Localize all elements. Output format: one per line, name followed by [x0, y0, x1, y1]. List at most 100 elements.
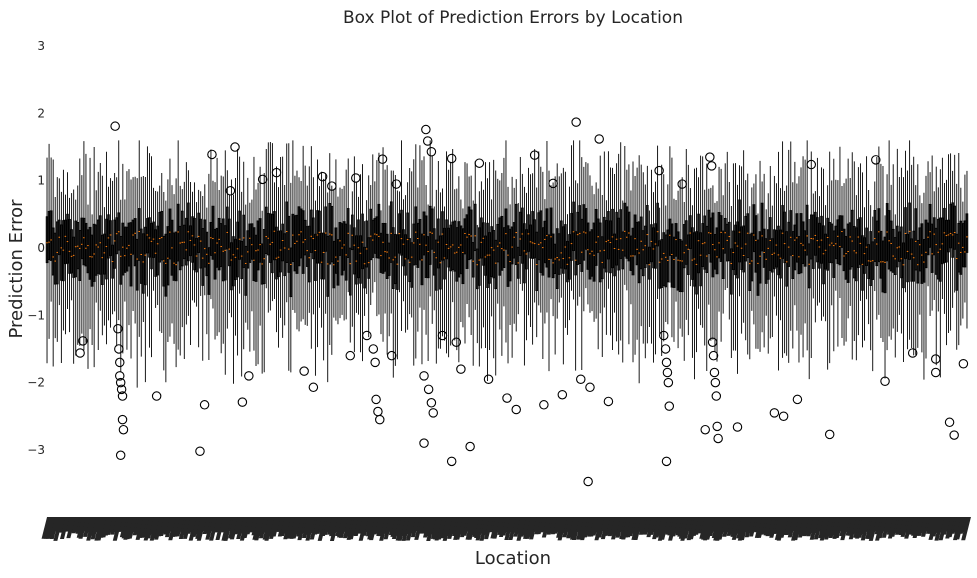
box: [672, 236, 676, 288]
outlier-point: [386, 350, 397, 361]
box: [361, 213, 364, 270]
y-tick-label: 2: [37, 106, 45, 120]
outlier-point: [661, 357, 672, 368]
box: [805, 204, 809, 256]
outlier-point: [529, 150, 540, 160]
outlier-point: [474, 158, 485, 168]
outlier-point: [949, 430, 959, 440]
outlier-point: [708, 350, 719, 361]
outlier-point: [117, 414, 128, 425]
outlier-point: [880, 376, 890, 387]
box: [224, 225, 227, 281]
box: [758, 231, 762, 284]
outlier-point: [465, 441, 475, 452]
outlier-point: [707, 337, 718, 347]
outlier-point: [502, 393, 512, 403]
outlier-point: [230, 142, 240, 152]
y-tick-label: 1: [37, 174, 45, 188]
outlier-point: [118, 424, 129, 435]
outlier-point: [151, 391, 162, 401]
outlier-point: [375, 414, 385, 425]
outlier-point: [78, 336, 88, 346]
box: [750, 232, 754, 282]
box: [109, 220, 112, 257]
outlier-point: [661, 456, 672, 467]
outlier-group: [75, 117, 969, 487]
outlier-point: [446, 153, 457, 164]
outlier-point: [712, 421, 722, 432]
outlier-point: [419, 438, 429, 448]
outlier-point: [308, 382, 319, 393]
box: [406, 212, 409, 260]
box: [535, 231, 538, 292]
outlier-point: [930, 367, 941, 378]
outlier-point: [660, 344, 671, 354]
box: [461, 228, 465, 285]
outlier-point: [368, 344, 379, 354]
box: [687, 234, 690, 275]
outlier-point: [116, 384, 127, 395]
outlier-point: [603, 396, 614, 407]
outlier-point: [713, 433, 723, 444]
y-axis-ticks: 3 2 1 0 −1 −2 −3: [27, 39, 45, 457]
outlier-point: [583, 476, 593, 487]
outlier-point: [700, 424, 710, 435]
outlier-point: [658, 330, 669, 341]
outlier-point: [271, 167, 282, 178]
chart-title: Box Plot of Prediction Errors by Locatio…: [343, 8, 683, 28]
box: [549, 207, 553, 259]
y-tick-label: 0: [37, 241, 45, 255]
box: [324, 206, 327, 252]
box: [262, 229, 266, 284]
box: [953, 205, 956, 250]
outlier-point: [75, 348, 85, 358]
outlier-point: [677, 179, 687, 189]
box: [572, 201, 575, 252]
box: [471, 242, 475, 278]
outlier-point: [362, 330, 372, 341]
outlier-point: [371, 394, 381, 405]
outlier-point: [664, 401, 675, 411]
y-tick-label: −3: [27, 443, 45, 457]
outlier-point: [709, 367, 720, 378]
box: [494, 239, 498, 290]
outlier-point: [117, 391, 128, 401]
outlier-point: [576, 374, 586, 384]
box: [363, 246, 366, 289]
box: [160, 210, 164, 261]
outlier-point: [419, 371, 429, 381]
outlier-point: [237, 397, 248, 407]
outlier-point: [769, 408, 780, 418]
box: [144, 226, 147, 286]
box: [469, 209, 473, 260]
outlier-point: [115, 450, 126, 461]
box: [308, 225, 311, 283]
outlier-point: [662, 367, 673, 378]
outlier-point: [423, 384, 434, 395]
outlier-point: [115, 357, 125, 368]
y-tick-label: −2: [27, 376, 45, 390]
box: [238, 210, 241, 260]
outlier-point: [871, 155, 881, 165]
outlier-point: [199, 400, 210, 410]
outlier-point: [345, 350, 356, 361]
outlier-point: [594, 134, 604, 144]
outlier-point: [663, 377, 674, 388]
outlier-point: [706, 161, 717, 171]
outlier-point: [511, 404, 521, 415]
outlier-point: [778, 411, 789, 421]
box: [914, 208, 918, 271]
outlier-point: [422, 136, 433, 146]
outlier-point: [225, 186, 236, 196]
box: [396, 234, 399, 290]
outlier-point: [806, 159, 817, 170]
x-axis-label: Location: [475, 548, 551, 569]
box: [322, 232, 325, 280]
outlier-point: [426, 398, 437, 408]
outlier-point: [110, 121, 120, 131]
outlier-point: [824, 429, 835, 440]
outlier-point: [711, 391, 722, 401]
box: [473, 203, 477, 252]
box: [195, 238, 198, 273]
box: [730, 248, 733, 295]
